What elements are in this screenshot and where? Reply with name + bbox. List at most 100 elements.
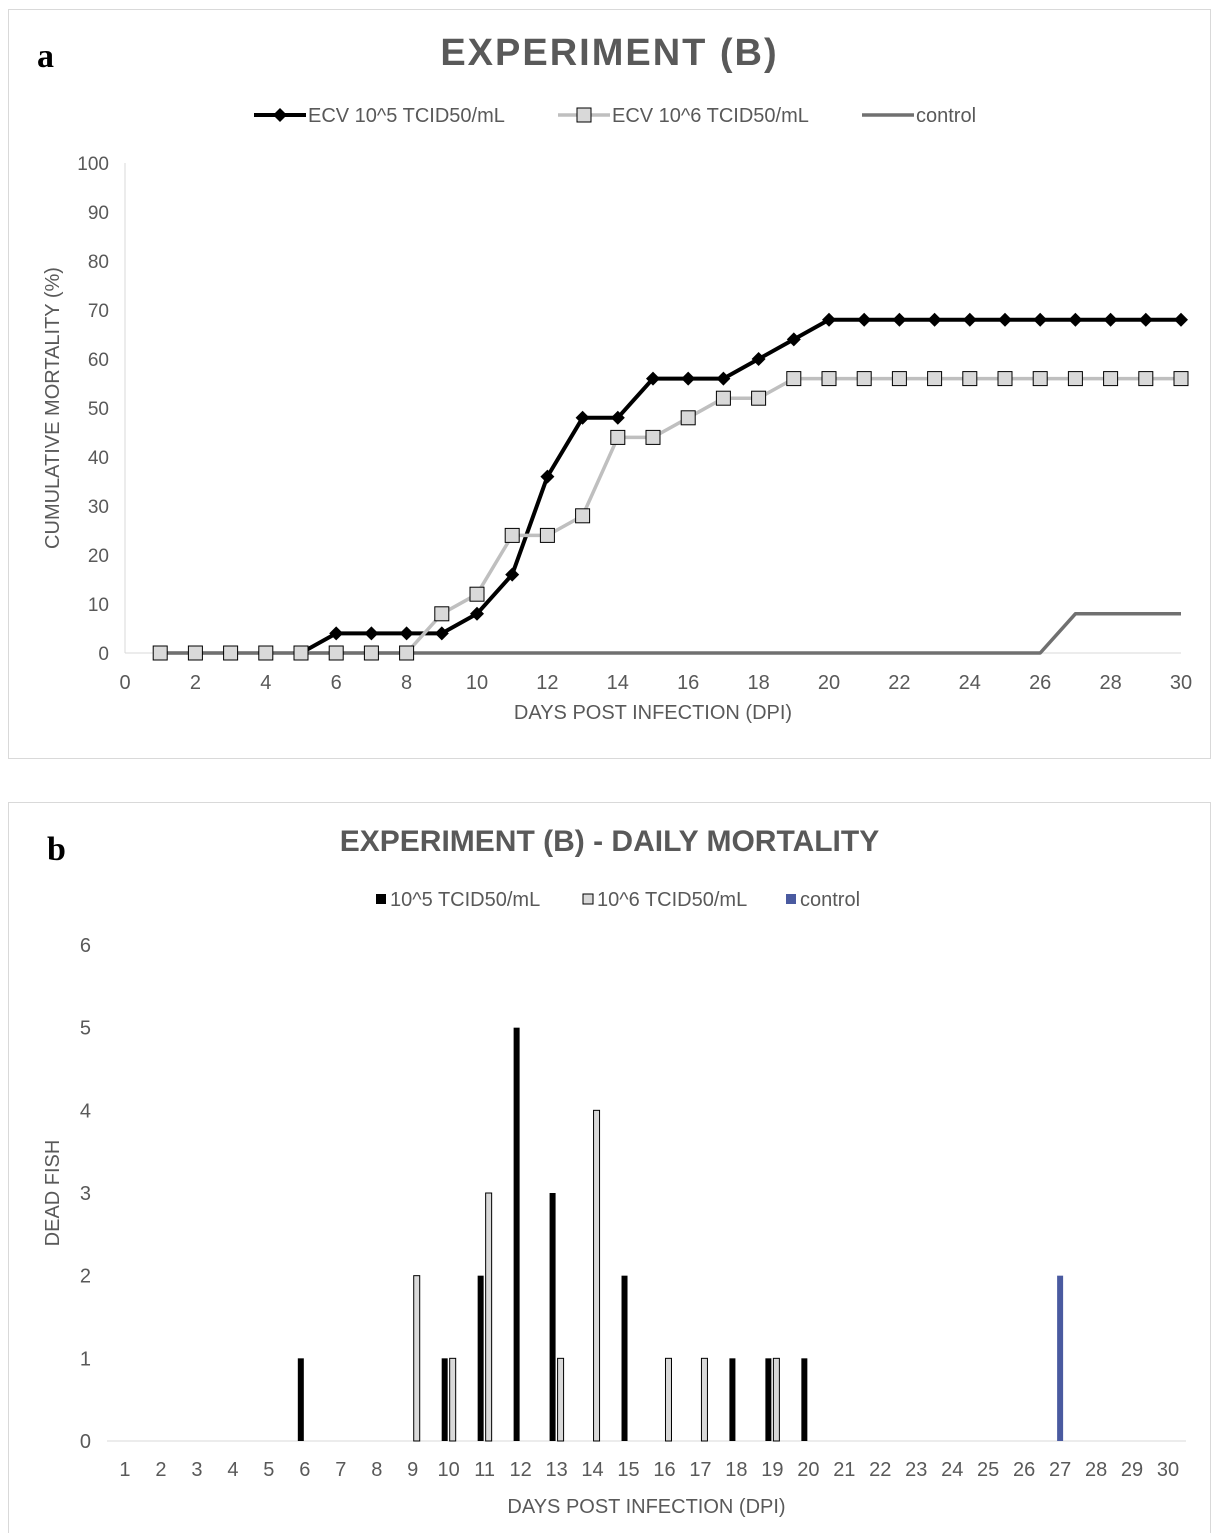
- bar-3: [1057, 1275, 1064, 1441]
- data-point-square: [645, 429, 661, 445]
- data-point-square: [786, 371, 802, 387]
- x-tick-label: 6: [331, 672, 342, 694]
- x-tick-label: 16: [653, 1459, 675, 1481]
- x-tick-label: 1: [119, 1459, 130, 1481]
- bar-1: [801, 1358, 808, 1441]
- bar-1: [729, 1358, 736, 1441]
- x-tick-label: 3: [191, 1459, 202, 1481]
- y-tick-label: 0: [98, 644, 109, 665]
- bar-1: [441, 1358, 448, 1441]
- x-tick-label: 2: [190, 672, 201, 694]
- data-point-square: [1032, 371, 1048, 387]
- data-point-diamond: [962, 312, 977, 327]
- legend-label: ECV 10^5 TCID50/mL: [308, 105, 505, 127]
- legend-swatch: [786, 894, 796, 904]
- y-tick-label: 70: [88, 301, 109, 322]
- x-tick-label: 28: [1099, 672, 1121, 694]
- legend-label: control: [916, 105, 976, 127]
- data-point-diamond: [364, 626, 379, 641]
- x-tick-label: 21: [833, 1459, 855, 1481]
- y-tick-label: 90: [88, 203, 109, 224]
- data-point-diamond: [822, 312, 836, 327]
- y-tick-label: 20: [88, 546, 109, 567]
- x-tick-label: 8: [371, 1459, 382, 1481]
- x-tick-label: 26: [1013, 1459, 1035, 1481]
- data-point-square: [258, 645, 274, 661]
- x-tick-label: 27: [1049, 1459, 1071, 1481]
- data-point-square: [715, 390, 731, 406]
- data-point-square: [680, 410, 696, 426]
- data-point-square: [751, 390, 767, 406]
- data-point-square: [293, 645, 309, 661]
- data-point-diamond: [927, 312, 942, 327]
- legend-label: ECV 10^6 TCID50/mL: [612, 105, 809, 127]
- y-tick-label: 2: [80, 1266, 91, 1288]
- x-tick-label: 9: [407, 1459, 418, 1481]
- bar-2: [485, 1192, 493, 1442]
- bar-2: [413, 1275, 421, 1442]
- data-point-diamond: [470, 606, 484, 621]
- bar-2: [772, 1357, 780, 1442]
- data-point-diamond: [892, 312, 907, 327]
- y-tick-label: 6: [80, 935, 91, 957]
- data-point-diamond: [399, 626, 414, 641]
- y-tick-label: 3: [80, 1183, 91, 1205]
- data-point-square: [962, 371, 978, 387]
- legend-label: control: [800, 889, 860, 911]
- x-tick-label: 0: [119, 672, 130, 694]
- legend-marker-square: [576, 107, 592, 123]
- x-tick-label: 26: [1029, 672, 1051, 694]
- data-point-diamond: [716, 371, 731, 386]
- data-point-square: [363, 645, 379, 661]
- x-tick-label: 14: [607, 672, 629, 694]
- x-tick-label: 10: [438, 1459, 460, 1481]
- bar-1: [513, 1027, 520, 1441]
- data-point-square: [223, 645, 239, 661]
- x-tick-label: 4: [260, 672, 271, 694]
- x-tick-label: 12: [536, 672, 558, 694]
- bar-1: [477, 1275, 484, 1441]
- data-point-square: [504, 527, 520, 543]
- legend-swatch: [376, 894, 386, 904]
- y-tick-label: 5: [80, 1018, 91, 1040]
- data-point-square: [856, 371, 872, 387]
- x-tick-label: 22: [888, 672, 910, 694]
- series-line-1: [300, 317, 1181, 655]
- x-tick-label: 24: [959, 672, 981, 694]
- panel-a-cumulative-mortality: a EXPERIMENT (B) 0 10 20 30 40 50 60 70 80 90 100 0…: [8, 9, 1211, 759]
- data-point-square: [469, 586, 485, 602]
- x-tick-label: 22: [869, 1459, 891, 1481]
- data-point-diamond: [575, 410, 590, 425]
- legend-marker-diamond: [273, 108, 287, 122]
- data-point-diamond: [998, 312, 1012, 327]
- data-point-square: [1103, 371, 1119, 387]
- x-tick-label: 13: [545, 1459, 567, 1481]
- y-tick-label: 50: [88, 399, 109, 420]
- bar-1: [297, 1358, 304, 1441]
- x-tick-label: 5: [263, 1459, 274, 1481]
- data-point-diamond: [857, 312, 872, 327]
- x-tick-label: 17: [689, 1459, 711, 1481]
- panel-a-letter: a: [37, 38, 54, 75]
- data-point-square: [187, 645, 203, 661]
- x-tick-label: 15: [617, 1459, 639, 1481]
- y-tick-label: 4: [80, 1100, 91, 1122]
- data-point-diamond: [1068, 312, 1083, 327]
- data-point-square: [575, 508, 591, 524]
- x-tick-label: 10: [466, 672, 488, 694]
- bar-2: [664, 1357, 672, 1442]
- data-point-square: [997, 371, 1013, 387]
- bar-1: [765, 1358, 772, 1441]
- x-tick-label: 20: [818, 672, 840, 694]
- x-tick-label: 16: [677, 672, 699, 694]
- data-point-square: [1067, 371, 1083, 387]
- legend-label: 10^5 TCID50/mL: [390, 889, 540, 911]
- y-tick-label: 80: [88, 252, 109, 273]
- data-point-diamond: [1103, 312, 1118, 327]
- bar-2: [449, 1357, 457, 1442]
- data-point-diamond: [1033, 312, 1048, 327]
- x-tick-label: 14: [581, 1459, 603, 1481]
